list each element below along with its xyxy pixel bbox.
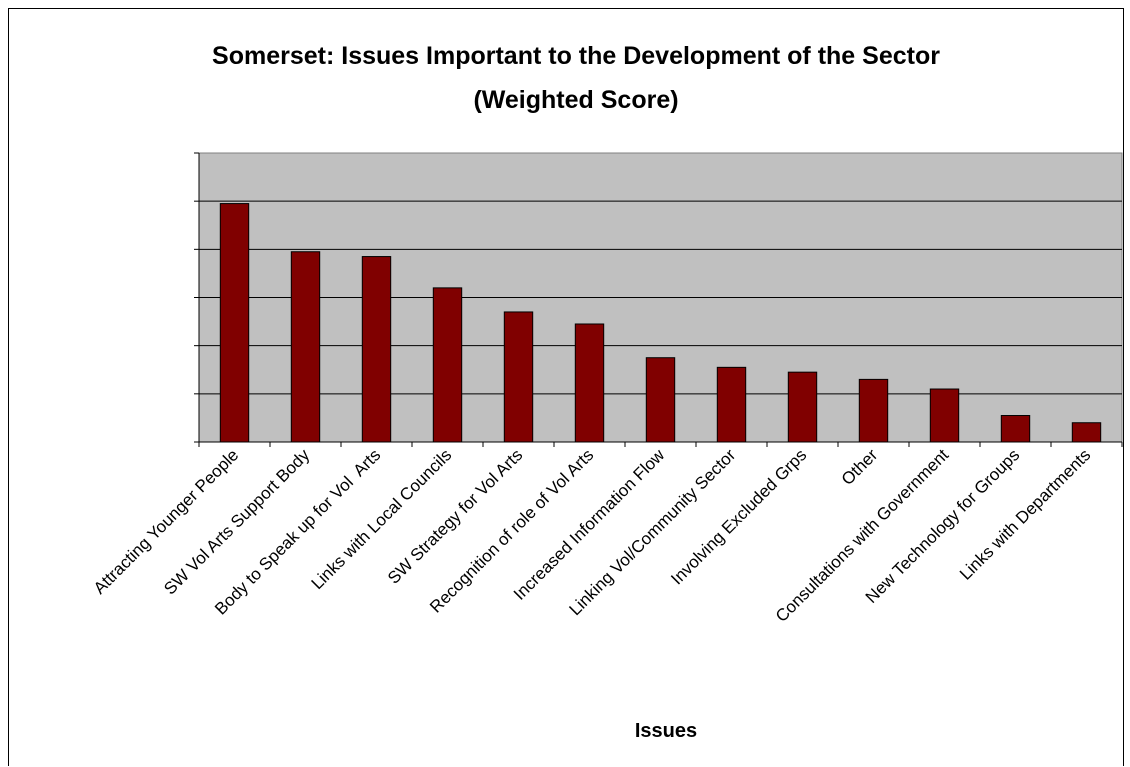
bar-chart: Somerset: Issues Important to the Develo… [90,42,1123,742]
bar [858,378,889,443]
x-tick-label: Links with Local Councils [308,445,456,593]
bar [929,388,960,443]
x-tick-label: Attracting Younger People [90,445,242,597]
x-tick-label: Involving Excluded Grps [667,445,810,588]
chart-frame: Somerset: Issues Important to the Develo… [8,8,1124,766]
bar [503,311,534,443]
bar [716,366,747,443]
bar [432,287,463,443]
bar [219,203,250,443]
bar [361,256,392,443]
chart-title: Somerset: Issues Important to the Develo… [212,42,940,70]
bar [1000,415,1031,443]
bar [645,357,676,443]
bar [290,251,321,443]
x-tick-label: SW Vol Arts Support Body [160,445,313,598]
bar [574,323,605,443]
plot-area [194,152,1123,447]
x-tick-label: Other [838,445,882,489]
bar [787,371,818,443]
x-axis-title: Issues [635,720,697,742]
x-tick-label: SW Strategy for Vol Arts [384,445,526,587]
chart-subtitle: (Weighted Score) [473,86,678,114]
x-tick-label: Increased Information Flow [510,445,669,604]
x-tick-label: Links with Departments [956,445,1094,583]
bar [1071,422,1102,443]
